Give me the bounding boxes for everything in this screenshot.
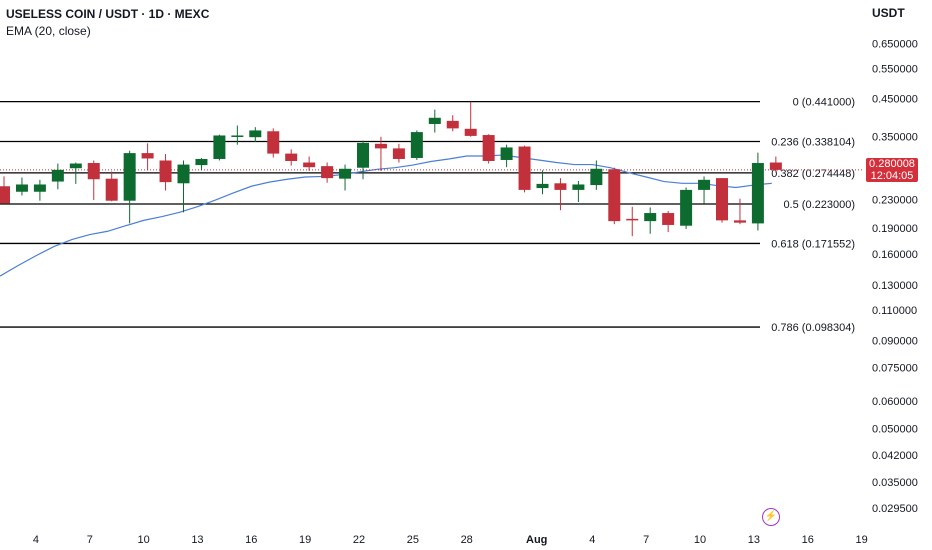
x-tick-label: 7 (87, 534, 93, 546)
candle-body (572, 184, 585, 190)
candle-body (105, 178, 118, 201)
x-tick-label: 13 (191, 534, 203, 546)
y-tick-label: 0.075000 (872, 363, 918, 375)
candle-body (177, 164, 190, 184)
x-tick-label: 25 (407, 534, 419, 546)
y-tick-label: 0.450000 (872, 94, 918, 106)
last-price-value: 0.280008 (869, 158, 915, 170)
fib-level-label: 0.382 (0.274448) (771, 168, 855, 180)
x-tick-label: Aug (526, 534, 547, 546)
candle-body (213, 135, 226, 159)
y-tick-label: 0.060000 (872, 396, 918, 408)
candle-body (626, 218, 639, 221)
y-tick-label: 0.029500 (872, 503, 918, 515)
candle-body (500, 147, 513, 160)
candle-body (518, 146, 531, 190)
candle-body (769, 162, 782, 170)
currency-label: USDT (872, 6, 905, 20)
y-tick-label: 0.042000 (872, 450, 918, 462)
candle-body (249, 130, 262, 138)
x-tick-label: 4 (589, 534, 595, 546)
fib-level-label: 0.5 (0.223000) (783, 199, 855, 211)
chart-legend: USELESS COIN / USDT · 1D · MEXC EMA (20,… (6, 6, 209, 40)
y-tick-label: 0.190000 (872, 223, 918, 235)
candle-body (374, 143, 387, 149)
y-tick-label: 0.050000 (872, 424, 918, 436)
y-tick-label: 0.035000 (872, 477, 918, 489)
y-tick-label: 0.160000 (872, 249, 918, 261)
candle-body (15, 184, 28, 192)
candle-body (141, 153, 154, 159)
fib-level-label: 0.618 (0.171552) (771, 238, 855, 250)
candle-body (123, 153, 136, 201)
candle-body (339, 168, 352, 179)
candle-body (482, 135, 495, 161)
ema-indicator-label[interactable]: EMA (20, close) (6, 24, 91, 38)
x-tick-label: 22 (353, 534, 365, 546)
ema-line (0, 154, 772, 277)
x-tick-label: 16 (245, 534, 257, 546)
lightning-bolt-icon[interactable]: ⚡ (762, 508, 780, 526)
x-tick-label: 19 (855, 534, 867, 546)
y-tick-label: 0.130000 (872, 280, 918, 292)
candle-body (0, 186, 10, 204)
candle-body (751, 163, 764, 224)
candle-body (231, 135, 244, 137)
candle-body (33, 184, 46, 192)
x-tick-label: 19 (299, 534, 311, 546)
x-tick-label: 13 (748, 534, 760, 546)
last-price-tag: 0.280008 12:04:05 (866, 158, 918, 182)
y-tick-label: 0.650000 (872, 38, 918, 50)
candle-body (662, 213, 675, 225)
x-tick-label: 10 (137, 534, 149, 546)
bar-countdown: 12:04:05 (870, 170, 914, 182)
candle-body (464, 128, 477, 136)
candle-body (69, 163, 82, 169)
fib-level-label: 0.786 (0.098304) (771, 322, 855, 334)
candle-body (51, 169, 64, 182)
symbol-title[interactable]: USELESS COIN / USDT · 1D · MEXC (6, 7, 210, 21)
x-tick-label: 4 (33, 534, 39, 546)
candle-body (357, 142, 369, 168)
candle-body (321, 166, 334, 179)
candle-body (159, 160, 172, 183)
y-tick-label: 0.350000 (872, 131, 918, 143)
y-tick-label: 0.550000 (872, 63, 918, 75)
candle-body (285, 153, 298, 161)
candle-body (608, 169, 621, 222)
fib-level-label: 0.236 (0.338104) (771, 137, 855, 149)
candle-body (716, 178, 728, 221)
candle-body (590, 168, 603, 186)
x-tick-label: 16 (802, 534, 814, 546)
candle-body (410, 132, 423, 158)
candle-body (446, 120, 459, 129)
x-tick-label: 10 (694, 534, 706, 546)
candle-body (428, 117, 441, 124)
candle-body (554, 183, 567, 190)
candle-body (733, 220, 746, 223)
x-tick-label: 28 (461, 534, 473, 546)
y-tick-label: 0.090000 (872, 335, 918, 347)
candle-body (195, 158, 208, 166)
candle-body (303, 162, 316, 168)
candle-body (680, 189, 693, 226)
candle-body (536, 183, 549, 189)
y-tick-label: 0.110000 (872, 305, 917, 317)
x-tick-label: 7 (643, 534, 649, 546)
fib-level-label: 0 (0.441000) (793, 97, 855, 109)
candle-body (644, 213, 657, 222)
candle-body (392, 148, 405, 159)
candle-body (267, 131, 280, 154)
candle-body (698, 179, 711, 190)
candle-body (87, 163, 100, 180)
y-tick-label: 0.230000 (872, 194, 918, 206)
